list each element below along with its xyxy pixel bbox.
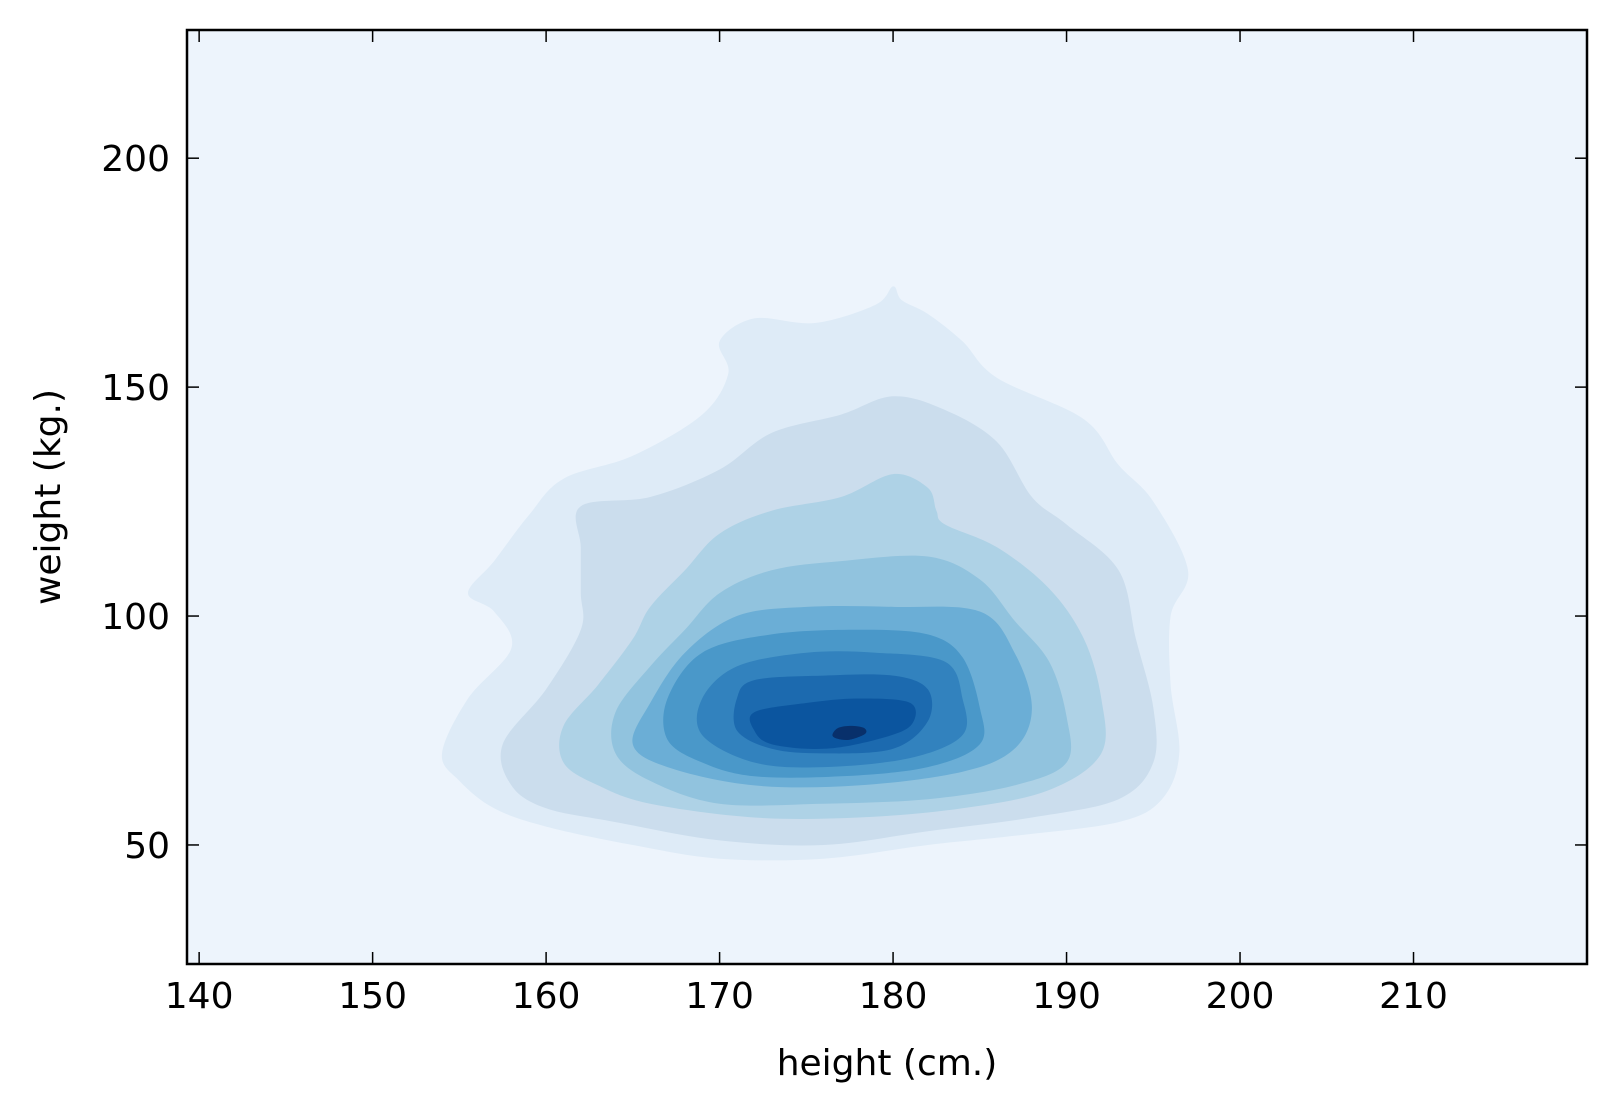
contour-level-9 [749,698,916,749]
tick-marks [187,30,1587,964]
x-tick-label: 210 [1379,976,1448,1017]
x-tick-label: 140 [165,976,234,1017]
x-tick-label: 190 [1032,976,1101,1017]
x-tick-label: 180 [859,976,928,1017]
tick-labels: 140 150 160 170 180 190 200 210 50 100 150 200 [101,139,1448,1017]
y-tick-label: 200 [101,139,170,180]
x-tick-label: 150 [338,976,407,1017]
x-tick-label: 200 [1206,976,1275,1017]
y-axis-label: weight (kg.) [28,389,69,605]
y-tick-label: 100 [101,597,170,638]
x-tick-label: 170 [685,976,754,1017]
y-tick-label: 150 [101,368,170,409]
x-tick-label: 160 [512,976,581,1017]
contour-layer [441,286,1189,861]
contour-level-10 [832,725,867,740]
y-tick-label: 50 [124,826,170,867]
x-axis-label: height (cm.) [777,1043,998,1084]
plot-frame [185,28,1589,966]
